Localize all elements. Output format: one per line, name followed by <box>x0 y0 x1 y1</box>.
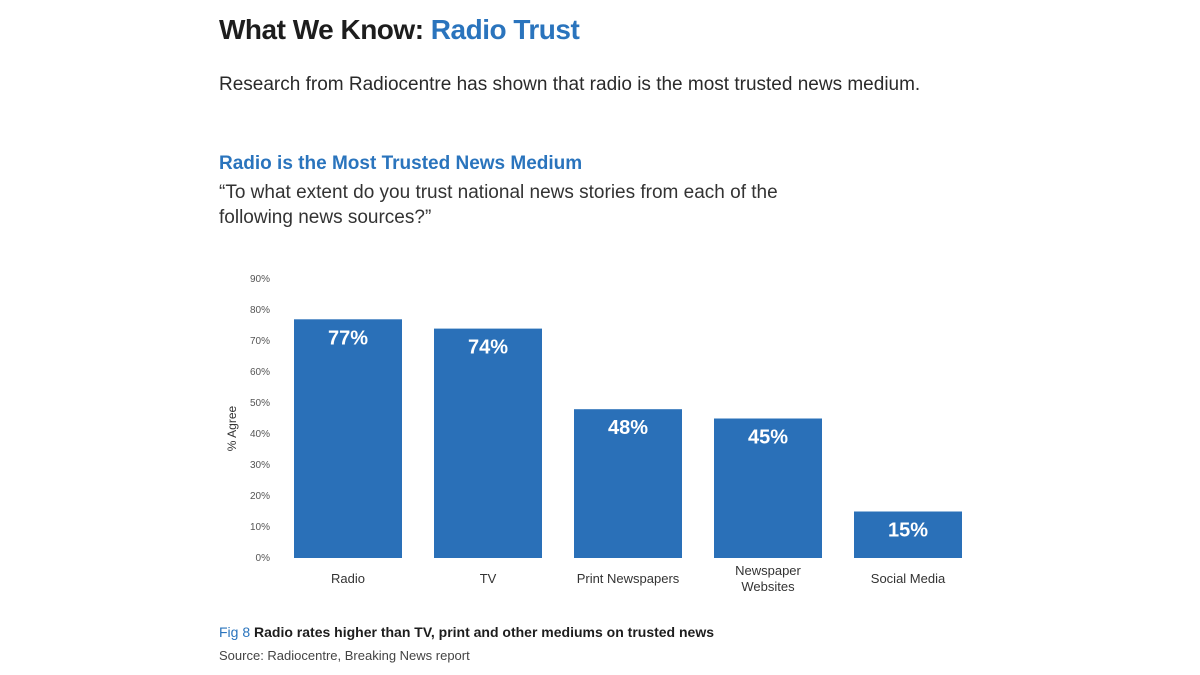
y-tick-label: 90% <box>250 274 270 285</box>
y-axis-title: % Agree <box>225 405 239 451</box>
y-tick-label: 10% <box>250 522 270 533</box>
bar-print-newspapers <box>574 409 682 558</box>
figure-caption: Fig 8 Radio rates higher than TV, print … <box>219 624 714 640</box>
bar-value-label: 48% <box>608 417 648 439</box>
chart-title: Radio is the Most Trusted News Medium <box>219 153 583 174</box>
x-tick-label: TV <box>480 571 497 586</box>
bar-social-media <box>854 511 962 558</box>
page-title-lead: What We Know: <box>219 14 424 45</box>
source-note: Source: Radiocentre, Breaking News repor… <box>219 648 470 663</box>
x-tick-label: Radio <box>331 571 365 586</box>
intro-text: Research from Radiocentre has shown that… <box>219 74 921 95</box>
page-title: What We Know: Radio Trust <box>219 14 580 46</box>
figure-caption-text: Radio rates higher than TV, print and ot… <box>254 624 715 640</box>
bar-tv <box>434 328 542 558</box>
y-tick-label: 30% <box>250 460 270 471</box>
bar-value-label: 74% <box>468 337 508 359</box>
bar-radio <box>294 319 402 558</box>
chart-question: “To what extent do you trust national ne… <box>219 182 778 228</box>
x-tick-label: Newspaper Websites <box>735 563 801 594</box>
y-tick-label: 20% <box>250 491 270 502</box>
y-tick-label: 40% <box>250 429 270 440</box>
y-tick-label: 50% <box>250 398 270 409</box>
bar-newspaper-websites <box>714 418 822 558</box>
x-tick-label: Print Newspapers <box>577 571 680 586</box>
bar-value-label: 45% <box>748 427 788 449</box>
figure-number: Fig 8 <box>219 624 251 640</box>
y-tick-label: 70% <box>250 336 270 347</box>
bar-value-label: 77% <box>328 327 368 349</box>
page-title-accent: Radio Trust <box>430 14 580 45</box>
x-tick-label: Social Media <box>871 571 946 586</box>
y-tick-label: 60% <box>250 367 270 378</box>
y-tick-label: 0% <box>256 553 271 564</box>
bar-value-label: 15% <box>888 520 928 542</box>
y-tick-label: 80% <box>250 305 270 316</box>
